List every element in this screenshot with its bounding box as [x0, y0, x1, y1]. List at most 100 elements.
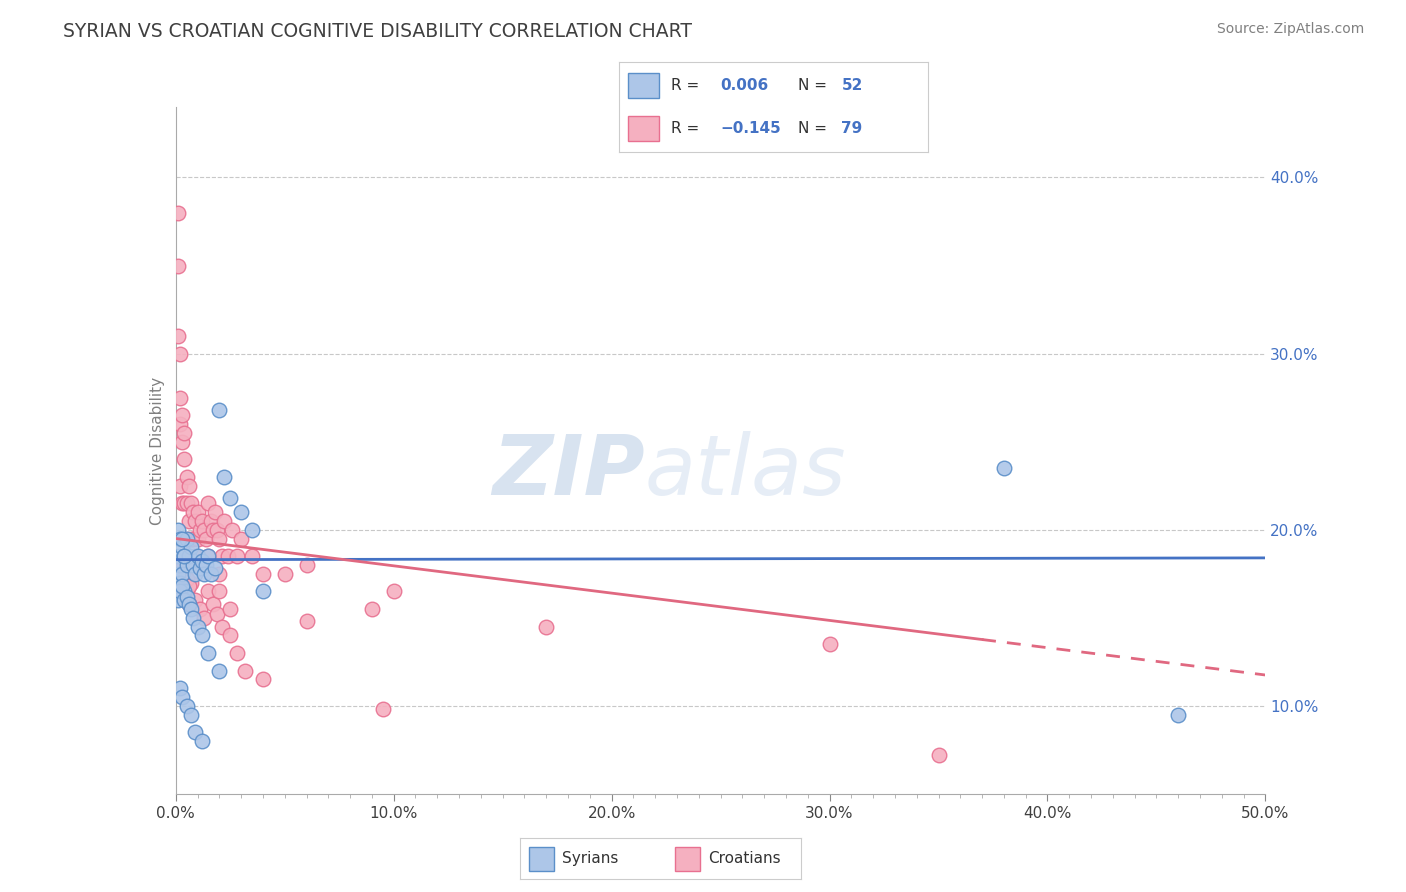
Bar — [529, 847, 554, 871]
Point — [169, 558, 191, 572]
Point — [173, 593, 195, 607]
Point — [169, 584, 191, 599]
Point — [217, 549, 239, 563]
Point — [172, 579, 194, 593]
Point — [208, 664, 231, 678]
Point — [252, 584, 274, 599]
Point — [176, 558, 198, 572]
Point — [184, 566, 207, 581]
Point — [180, 707, 202, 722]
Point — [172, 496, 194, 510]
Text: 0.006: 0.006 — [721, 78, 769, 93]
Point — [173, 566, 195, 581]
Point — [173, 549, 195, 563]
Point — [177, 549, 200, 563]
Point — [180, 602, 202, 616]
Point — [172, 532, 194, 546]
Point — [208, 532, 231, 546]
Point — [186, 549, 209, 563]
Point — [186, 532, 209, 546]
Point — [176, 698, 198, 713]
Point — [197, 549, 219, 563]
Y-axis label: Cognitive Disability: Cognitive Disability — [149, 376, 165, 524]
Point — [225, 646, 247, 660]
Point — [184, 514, 207, 528]
Point — [208, 584, 231, 599]
Point — [176, 532, 198, 546]
Point — [186, 619, 209, 633]
Text: ZIP: ZIP — [492, 431, 644, 512]
Point — [180, 532, 202, 546]
Text: R =: R = — [671, 121, 704, 136]
Text: SYRIAN VS CROATIAN COGNITIVE DISABILITY CORRELATION CHART: SYRIAN VS CROATIAN COGNITIVE DISABILITY … — [63, 22, 692, 41]
Point — [176, 470, 198, 484]
Point — [208, 566, 231, 581]
Point — [1167, 707, 1189, 722]
Point — [295, 615, 318, 629]
Point — [177, 597, 200, 611]
Point — [184, 725, 207, 739]
Point — [181, 505, 204, 519]
Point — [240, 549, 263, 563]
Point — [172, 409, 194, 423]
Bar — [628, 73, 659, 98]
Point — [191, 514, 214, 528]
Point — [167, 259, 190, 273]
Point — [212, 514, 235, 528]
Point — [197, 549, 219, 563]
Point — [200, 566, 222, 581]
Point — [195, 532, 218, 546]
Point — [172, 566, 194, 581]
Point — [181, 532, 204, 546]
Point — [181, 611, 204, 625]
Point — [177, 514, 200, 528]
Point — [212, 470, 235, 484]
Point — [173, 496, 195, 510]
Point — [169, 391, 191, 405]
Point — [172, 566, 194, 581]
Point — [371, 702, 394, 716]
Point — [219, 628, 242, 642]
Point — [205, 523, 228, 537]
Point — [180, 541, 202, 555]
Point — [169, 575, 191, 590]
Point — [191, 554, 214, 568]
Point — [204, 505, 226, 519]
Point — [172, 541, 194, 555]
Point — [186, 505, 209, 519]
Point — [167, 205, 190, 219]
Point — [204, 561, 226, 575]
Point — [173, 452, 195, 467]
Point — [200, 514, 222, 528]
Point — [167, 329, 190, 343]
Point — [252, 673, 274, 687]
Point — [169, 558, 191, 572]
Point — [177, 579, 200, 593]
Point — [167, 593, 190, 607]
Point — [197, 584, 219, 599]
Point — [295, 558, 318, 572]
Text: 79: 79 — [841, 121, 863, 136]
Point — [172, 561, 194, 575]
Point — [169, 584, 191, 599]
Bar — [628, 116, 659, 141]
Point — [188, 561, 211, 575]
Point — [169, 478, 191, 492]
Point — [176, 584, 198, 599]
Point — [184, 549, 207, 563]
Point — [176, 496, 198, 510]
Point — [180, 496, 202, 510]
Point — [176, 532, 198, 546]
Point — [181, 558, 204, 572]
Text: Croatians: Croatians — [709, 851, 782, 866]
Point — [219, 491, 242, 505]
Point — [219, 602, 242, 616]
Point — [172, 434, 194, 449]
Point — [180, 575, 202, 590]
Text: 52: 52 — [841, 78, 863, 93]
Point — [274, 566, 297, 581]
Text: −0.145: −0.145 — [721, 121, 782, 136]
Text: atlas: atlas — [644, 431, 846, 512]
Point — [208, 403, 231, 417]
Point — [197, 646, 219, 660]
